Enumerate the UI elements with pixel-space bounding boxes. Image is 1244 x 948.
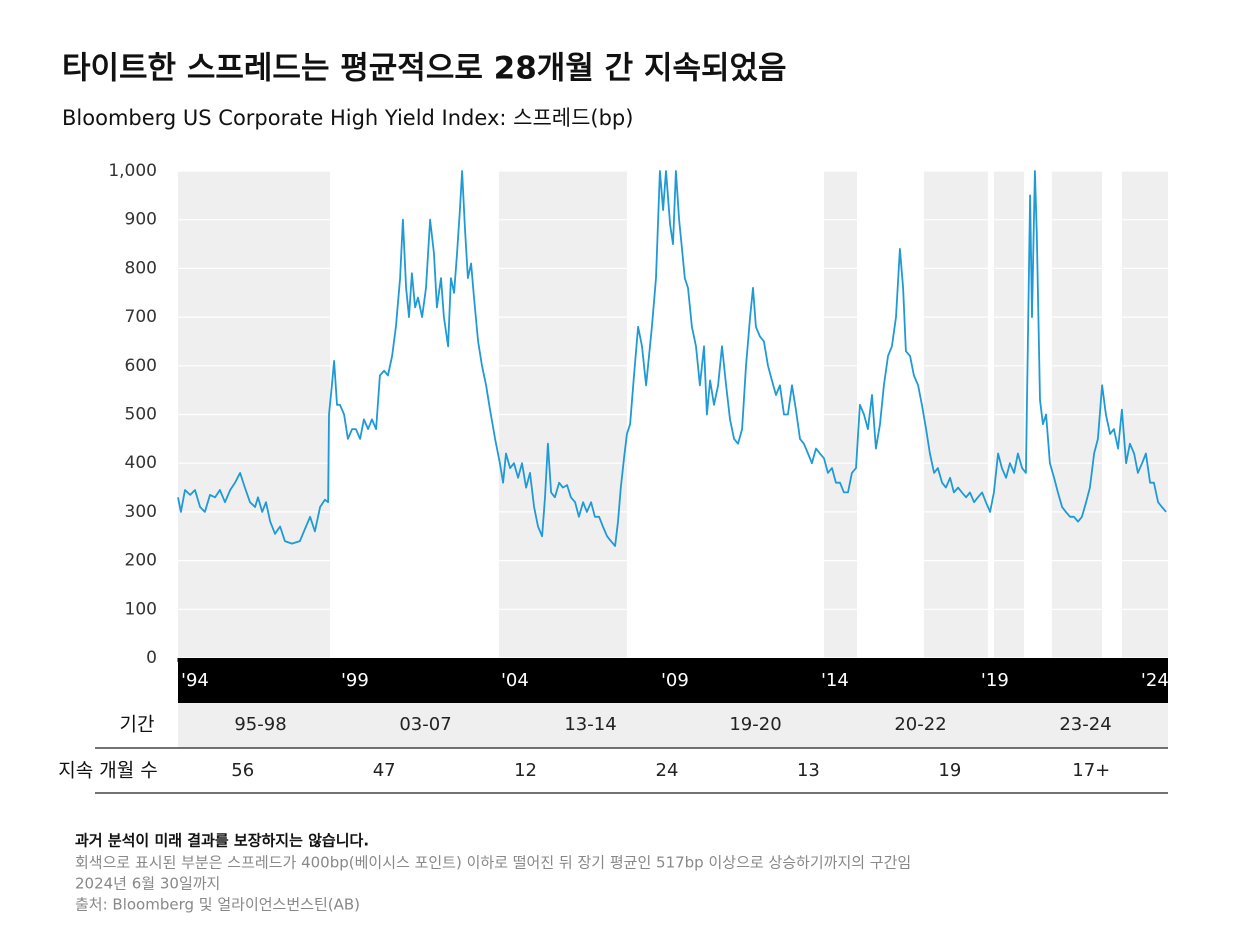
y-tick-label: 100	[125, 599, 157, 619]
x-tick-label: '04	[501, 670, 529, 691]
disclaimer: 과거 분석이 미래 결과를 보장하지는 않습니다.	[75, 832, 369, 850]
y-tick-label: 200	[125, 551, 157, 571]
table-cell: 03-07	[399, 714, 451, 735]
table-row-label: 기간	[120, 714, 155, 736]
x-tick-label: '09	[661, 670, 689, 691]
table-cell: 13	[797, 760, 820, 781]
table-cell: 12	[514, 760, 537, 781]
chart-subtitle: Bloomberg US Corporate High Yield Index:…	[62, 106, 633, 130]
x-tick-label: '14	[821, 670, 849, 691]
table-cell: 20-22	[894, 714, 946, 735]
y-tick-label: 1,000	[108, 161, 157, 181]
y-tick-label: 500	[125, 405, 157, 425]
table-cell: 19-20	[729, 714, 781, 735]
x-tick-label: '94	[181, 670, 209, 691]
y-tick-label: 400	[125, 453, 157, 473]
note-line: 2024년 6월 30일까지	[75, 875, 220, 893]
year-strip	[178, 658, 1168, 703]
table-cell: 17+	[1072, 760, 1110, 781]
x-tick-label: '99	[341, 670, 369, 691]
y-tick-label: 700	[125, 307, 157, 327]
y-tick-label: 600	[125, 356, 157, 376]
y-tick-label: 800	[125, 258, 157, 278]
table-cell: 13-14	[564, 714, 616, 735]
y-tick-label: 900	[125, 210, 157, 230]
y-tick-label: 300	[125, 502, 157, 522]
table-cell: 24	[656, 760, 679, 781]
table-cell: 95-98	[234, 714, 286, 735]
note-line: 회색으로 표시된 부분은 스프레드가 400bp(베이시스 포인트) 이하로 떨…	[75, 854, 911, 872]
y-tick-label: 0	[146, 648, 157, 668]
table-cell: 23-24	[1059, 714, 1111, 735]
x-tick-label: '19	[981, 670, 1009, 691]
note-line: 출처: Bloomberg 및 얼라이언스번스틴(AB)	[75, 896, 360, 914]
x-tick-label: '24	[1141, 670, 1169, 691]
chart-title: 타이트한 스프레드는 평균적으로 28개월 간 지속되었음	[62, 51, 787, 87]
table-cell: 19	[938, 760, 961, 781]
table-cell: 47	[373, 760, 396, 781]
table-cell: 56	[231, 760, 254, 781]
series-line	[177, 170, 1167, 547]
table-row-shade	[178, 703, 1168, 748]
table-row-label: 지속 개월 수	[58, 760, 157, 782]
